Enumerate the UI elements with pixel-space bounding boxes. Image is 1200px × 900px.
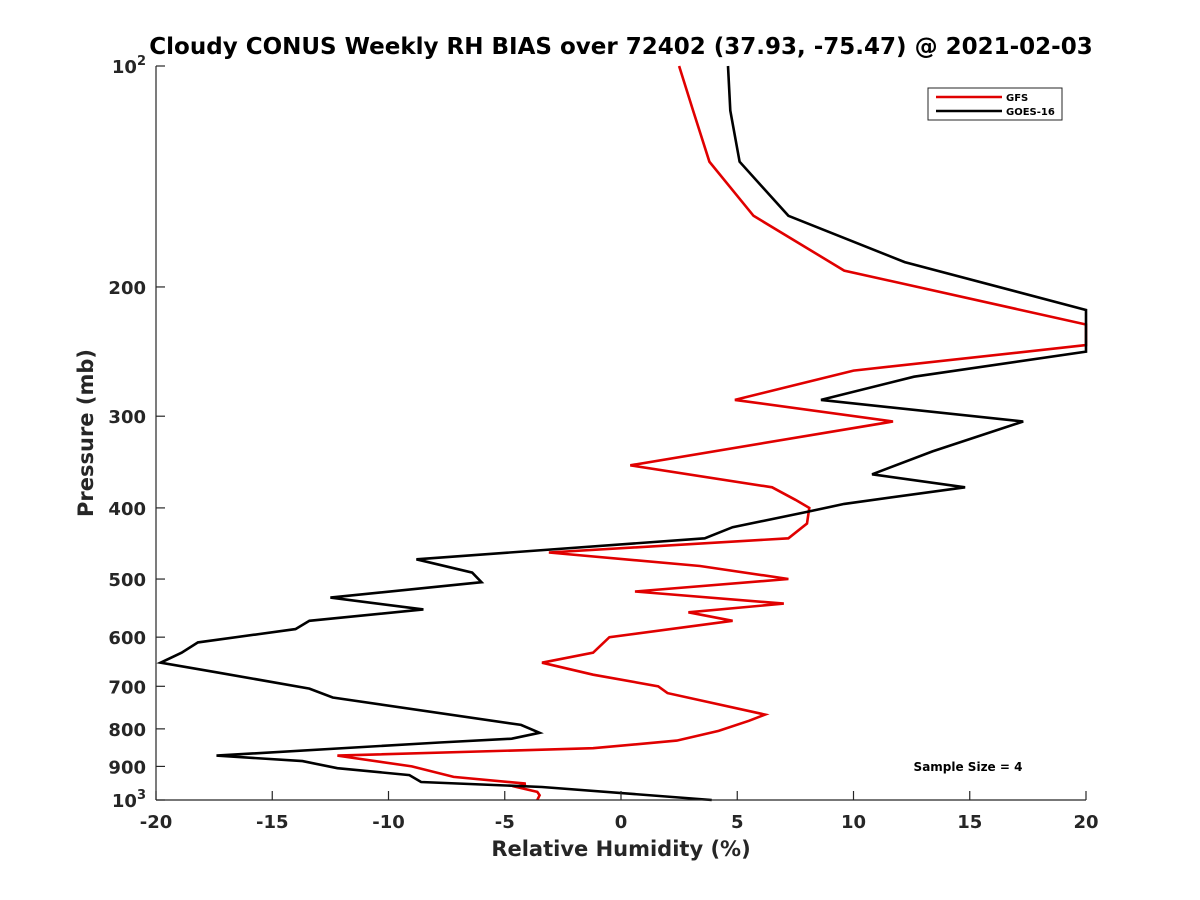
y-tick-label: 300 [108, 407, 146, 428]
x-tick-label: -20 [140, 812, 173, 833]
x-tick-label: -10 [372, 812, 405, 833]
legend-label-gfs: GFS [1006, 93, 1028, 104]
series-lines [156, 65, 1088, 802]
legend: GFS GOES-16 [927, 87, 1063, 121]
series-line-goes16 [156, 65, 1088, 802]
legend-box [927, 87, 1063, 121]
y-tick-label: 400 [108, 499, 146, 520]
y-tick-label: 500 [108, 570, 146, 591]
y-axis-label: Pressure (mb) [74, 349, 98, 517]
x-tick-label: 20 [1073, 812, 1098, 833]
x-tick-label: 5 [731, 812, 744, 833]
x-tick-label: 0 [615, 812, 628, 833]
y-tick-label: 200 [108, 278, 146, 299]
x-tick-label: -15 [256, 812, 289, 833]
chart-title: Cloudy CONUS Weekly RH BIAS over 72402 (… [149, 34, 1092, 60]
series-line-gfs [337, 65, 1088, 801]
y-tick-label: 102 [112, 54, 146, 78]
x-tick-label: 15 [957, 812, 982, 833]
y-tick-label: 900 [108, 757, 146, 778]
axis-ticks: -20 -15 -10 -5 0 5 10 15 20 102 200 300 400 500 600 700… [108, 54, 1098, 833]
x-axis-label: Relative Humidity (%) [491, 837, 750, 861]
y-tick-label: 600 [108, 628, 146, 649]
x-tick-label: -5 [495, 812, 515, 833]
sample-size-annotation: Sample Size = 4 [914, 760, 1023, 774]
y-tick-label: 700 [108, 677, 146, 698]
y-tick-label: 103 [112, 788, 146, 812]
y-tick-label: 800 [108, 720, 146, 741]
plot-area [156, 66, 1086, 800]
legend-label-goes16: GOES-16 [1006, 107, 1055, 118]
x-tick-label: 10 [841, 812, 866, 833]
